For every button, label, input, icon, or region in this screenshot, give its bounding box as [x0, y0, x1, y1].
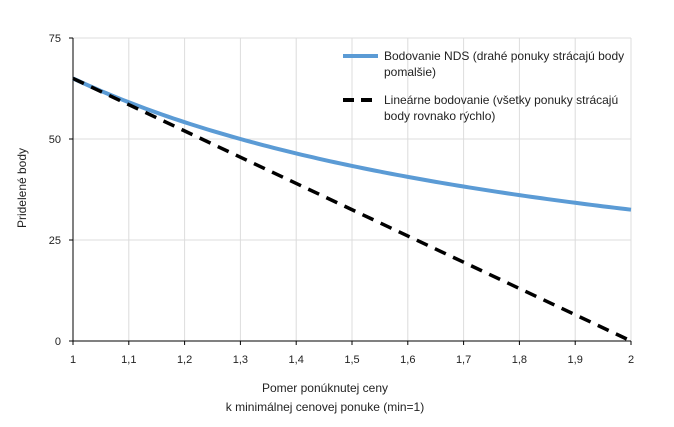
x-tick-label: 1,5: [344, 354, 359, 366]
y-tick-label: 50: [49, 134, 61, 146]
x-tick-label: 1,8: [512, 354, 527, 366]
x-tick-label: 1,9: [568, 354, 583, 366]
x-tick-label: 1,7: [456, 354, 471, 366]
series-line-linear: [72, 76, 632, 343]
legend-label-nds-line-1: Bodovanie NDS (drahé ponuky strácajú bod…: [384, 49, 624, 63]
axis-layer: [69, 37, 632, 345]
y-tick-label: 0: [55, 336, 61, 348]
x-tick-label: 1,4: [289, 354, 304, 366]
x-tick-label: 1,6: [400, 354, 415, 366]
x-axis-title-line-2: k minimálnej cenovej ponuke (min=1): [226, 400, 424, 414]
legend-label-linear-line-1: Lineárne bodovanie (všetky ponuky stráca…: [384, 93, 618, 107]
x-axis-title-line-1: Pomer ponúknutej ceny: [262, 381, 388, 395]
legend: Bodovanie NDS (drahé ponuky strácajú bod…: [343, 49, 624, 123]
tick-label-layer: 0 25 50 75 1 1,1 1,2 1,3 1,4 1,5 1,6 1,7 1,8 1,9 2: [49, 33, 634, 366]
y-tick-label: 25: [49, 235, 61, 247]
x-tick-label: 1,2: [177, 354, 192, 366]
x-tick-label: 1: [70, 354, 76, 366]
x-tick-label: 1,3: [233, 354, 248, 366]
series-layer: [72, 76, 632, 343]
y-axis-title: Pridelené body: [15, 148, 29, 228]
x-tick-label: 1,1: [121, 354, 136, 366]
grid-layer: [73, 37, 632, 341]
legend-label-nds-line-2: pomalšie): [384, 65, 436, 79]
series-line-nds: [72, 76, 632, 212]
legend-label-linear-line-2: body rovnako rýchlo): [384, 109, 495, 123]
y-tick-label: 75: [49, 33, 61, 45]
x-tick-label: 2: [628, 354, 634, 366]
